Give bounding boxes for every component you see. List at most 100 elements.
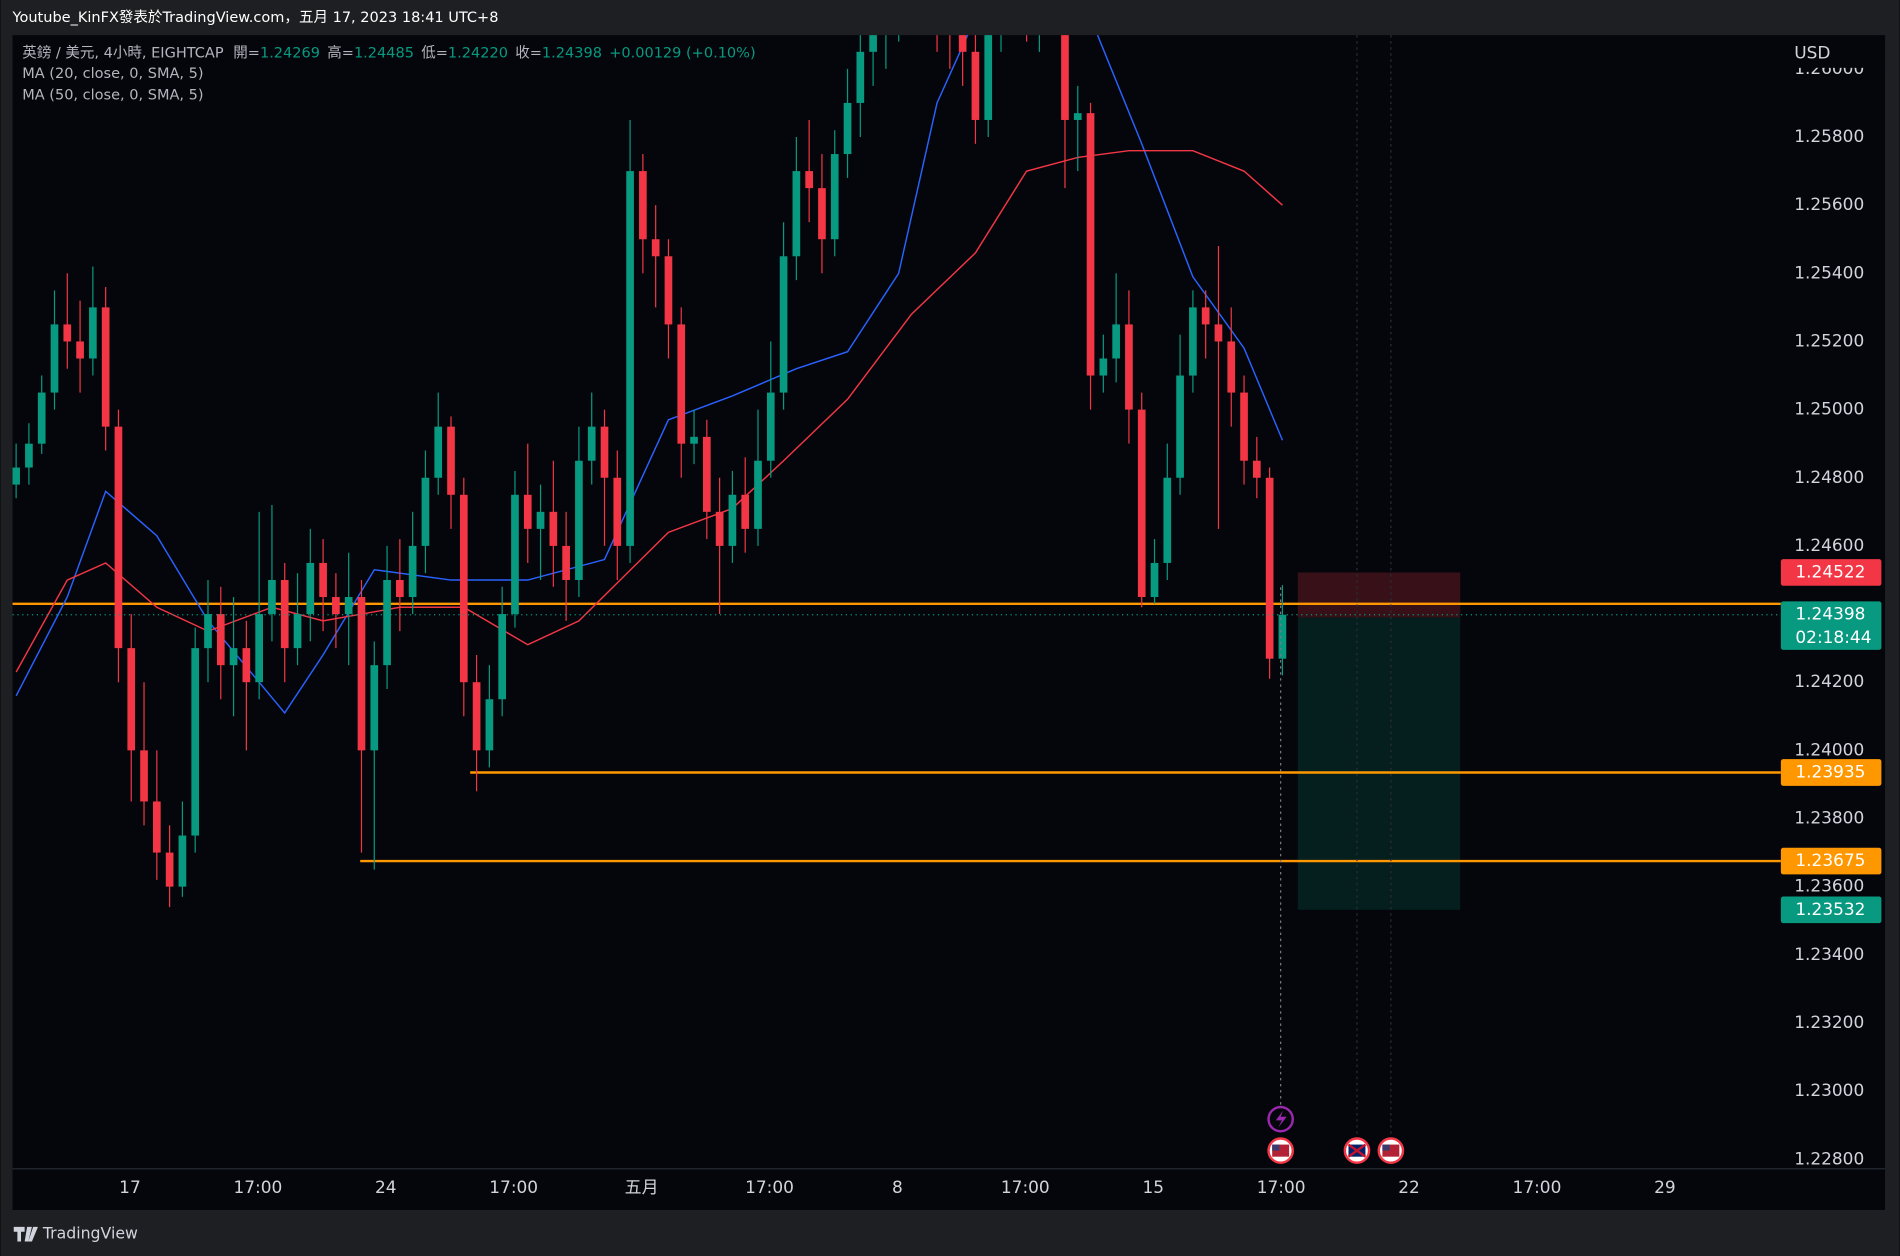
candle-body [63, 324, 72, 342]
candle-body [792, 171, 801, 257]
price-tag-label: 1.24398 [1795, 604, 1865, 624]
candle-body [984, 35, 993, 120]
candle-body [1125, 324, 1133, 410]
candle-body [1086, 113, 1095, 376]
y-tick-label: 1.25000 [1794, 399, 1864, 419]
y-tick-label: 1.25200 [1794, 330, 1864, 350]
y-tick-label: 1.23600 [1794, 876, 1864, 896]
candle-body [165, 852, 174, 887]
x-tick-label: 24 [375, 1177, 397, 1197]
countdown-label: 02:18:44 [1795, 627, 1871, 647]
candle-body [370, 665, 379, 751]
ohlc-label: 收= [515, 44, 542, 61]
x-tick-label: 15 [1142, 1177, 1164, 1197]
candle-body [869, 35, 877, 52]
ohlc-label: 開= [233, 45, 260, 61]
y-tick-label: 1.23000 [1794, 1080, 1864, 1100]
legend: 英鎊 / 美元, 4小時, EIGHTCAP 開=1.24269 高=1.24485… [22, 43, 755, 103]
moving-average [15, 35, 1284, 715]
candle-body [754, 460, 762, 529]
candle-body [651, 239, 660, 257]
candle-body [242, 648, 251, 683]
flag [1347, 1143, 1367, 1158]
candle-body [319, 562, 327, 598]
candle-body [728, 494, 737, 546]
flag [1382, 1144, 1390, 1151]
candle-body [383, 579, 391, 666]
candle-body [37, 392, 46, 444]
flag [1272, 1144, 1280, 1151]
price-tag [1780, 601, 1882, 650]
candle-body [1227, 341, 1236, 393]
x-tick-label: 29 [1654, 1177, 1676, 1197]
candle-body [101, 307, 110, 427]
candle-body [434, 426, 443, 478]
event-icons [1267, 1105, 1405, 1164]
y-tick-label: 1.24800 [1794, 467, 1864, 487]
y-tick-label: 1.24000 [1794, 739, 1864, 759]
ohlc-value: 1.24398 [542, 45, 602, 61]
candle-body [421, 477, 430, 546]
candle-body [958, 35, 967, 52]
candle-body [830, 154, 839, 240]
candle-body [447, 426, 455, 495]
candle-body [344, 597, 353, 615]
candle-body [664, 256, 673, 325]
x-tick-label: 17:00 [1513, 1177, 1562, 1197]
candle-body [1112, 324, 1120, 359]
candle-body [1163, 477, 1172, 563]
x-tick-label: 17:00 [1001, 1177, 1050, 1197]
y-tick-label: 1.22800 [1794, 1148, 1864, 1168]
candle-body [779, 256, 788, 393]
candle-body [702, 436, 711, 512]
price-tag-label: 1.23935 [1795, 762, 1865, 782]
header-title: Youtube_KinFX發表於TradingView.com，五月 17, 2… [12, 9, 499, 26]
symbol: 英鎊 / 美元, 4小時, EIGHTCAP [22, 43, 224, 61]
candle-body [229, 648, 238, 666]
price-tag-label: 1.23532 [1795, 899, 1865, 919]
x-tick-label: 8 [892, 1177, 903, 1197]
candle-body [562, 545, 570, 580]
candle-body [971, 51, 980, 120]
candle-body [76, 341, 84, 359]
stop-zone [1297, 572, 1461, 618]
symbol-legend: 英鎊 / 美元, 4小時, EIGHTCAP 開=1.24269 高=1.24485… [22, 43, 755, 61]
candle-body [1189, 307, 1197, 376]
candle-body [1278, 614, 1287, 659]
candle-body [549, 511, 558, 546]
x-tick-label: 17:00 [745, 1177, 794, 1197]
candle-body [843, 102, 852, 155]
y-tick-label: 1.23200 [1794, 1012, 1864, 1032]
lightning-icon [1275, 1110, 1287, 1128]
change-value: +0.00129 (+0.10%) [609, 45, 755, 61]
candle-body [1214, 324, 1223, 342]
candle-body [306, 562, 315, 615]
currency-label: USD [1794, 42, 1830, 62]
y-tick-label: 1.25800 [1794, 126, 1864, 146]
ohlc-value: 1.24220 [448, 45, 508, 61]
candle-body [1061, 35, 1069, 120]
y-tick-label: 1.24600 [1794, 535, 1864, 555]
candle-body [575, 460, 583, 580]
candle-body [1201, 307, 1210, 325]
candle-body [114, 426, 123, 649]
candle-body [472, 682, 481, 751]
candle-body [485, 699, 494, 751]
candle-body [332, 597, 340, 615]
candle-body [25, 443, 33, 468]
candle-body [216, 614, 225, 666]
candle-body [1137, 409, 1146, 598]
price-tag-label: 1.23675 [1795, 850, 1865, 870]
ohlc-value: 1.24485 [354, 45, 414, 61]
candle-body [1252, 460, 1261, 478]
candle-body [626, 171, 634, 546]
brand-logo [13, 1226, 38, 1242]
x-tick-label: 17 [119, 1177, 141, 1197]
y-tick-label: 1.25600 [1794, 194, 1864, 214]
y-tick-label: 1.24200 [1794, 671, 1864, 691]
price-tag-label: 1.24522 [1795, 561, 1865, 581]
brand-name: TradingView [42, 1224, 138, 1243]
price-tag [1780, 847, 1882, 875]
